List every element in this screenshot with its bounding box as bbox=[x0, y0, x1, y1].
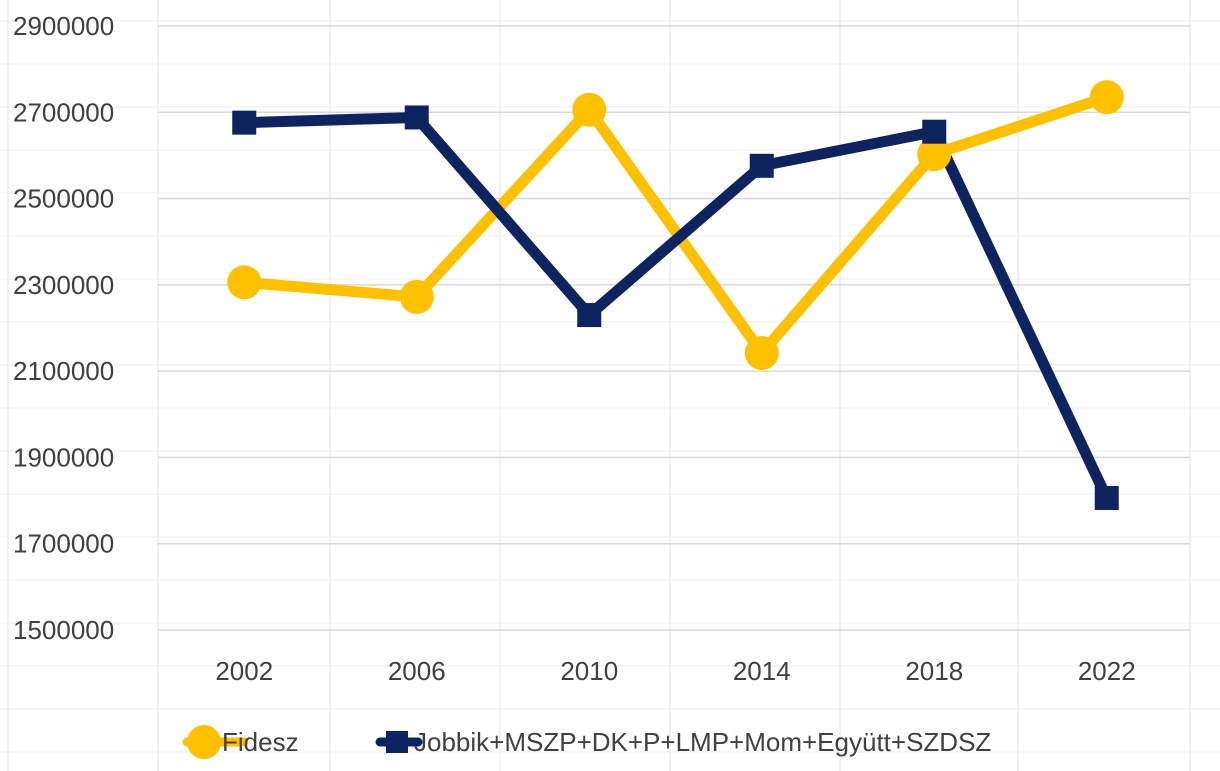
legend-opposition-marker bbox=[386, 731, 408, 753]
legend-item-fidesz: Fidesz bbox=[182, 725, 299, 759]
y-tick-label: 2700000 bbox=[13, 97, 114, 127]
x-tick-label: 2010 bbox=[560, 656, 618, 686]
series-markers bbox=[227, 80, 1124, 510]
y-axis-tick-labels: 1500000 1700000 1900000 2100000 2300000 25000… bbox=[13, 11, 114, 645]
data-point-square bbox=[1094, 485, 1119, 510]
x-tick-label: 2018 bbox=[905, 656, 963, 686]
series-lines bbox=[238, 91, 1113, 504]
x-tick-label: 2006 bbox=[388, 656, 446, 686]
data-point-square bbox=[922, 119, 947, 144]
data-point-circle bbox=[744, 336, 779, 371]
y-tick-label: 1500000 bbox=[13, 615, 114, 645]
legend-fidesz-label: Fidesz bbox=[222, 727, 299, 757]
data-point-circle bbox=[917, 137, 952, 172]
data-point-square bbox=[749, 153, 774, 178]
x-axis-tick-labels: 2002 2006 2010 2014 2018 2022 bbox=[215, 656, 1135, 686]
legend: Fidesz Jobbik+MSZP+DK+P+LMP+Mom+Együtt+S… bbox=[182, 725, 991, 759]
y-tick-label: 2900000 bbox=[13, 11, 114, 41]
y-tick-label: 2500000 bbox=[13, 184, 114, 214]
data-point-circle bbox=[1089, 80, 1124, 115]
y-tick-label: 1900000 bbox=[13, 442, 114, 472]
y-tick-label: 2300000 bbox=[13, 270, 114, 300]
y-tick-label: 2100000 bbox=[13, 356, 114, 386]
legend-opposition-label: Jobbik+MSZP+DK+P+LMP+Mom+Együtt+SZDSZ bbox=[414, 727, 991, 757]
data-point-circle bbox=[399, 279, 434, 314]
legend-fidesz-marker bbox=[187, 725, 221, 759]
x-tick-label: 2022 bbox=[1078, 656, 1136, 686]
data-point-circle bbox=[572, 92, 607, 127]
x-tick-label: 2002 bbox=[215, 656, 273, 686]
data-point-circle bbox=[227, 265, 262, 300]
series-line-1 bbox=[238, 111, 1113, 504]
series-line-0 bbox=[238, 91, 1113, 359]
data-point-square bbox=[404, 105, 429, 130]
y-tick-label: 1700000 bbox=[13, 529, 114, 559]
legend-item-opposition: Jobbik+MSZP+DK+P+LMP+Mom+Együtt+SZDSZ bbox=[375, 727, 991, 757]
data-point-square bbox=[577, 303, 602, 328]
x-tick-label: 2014 bbox=[733, 656, 791, 686]
data-point-square bbox=[232, 110, 257, 135]
